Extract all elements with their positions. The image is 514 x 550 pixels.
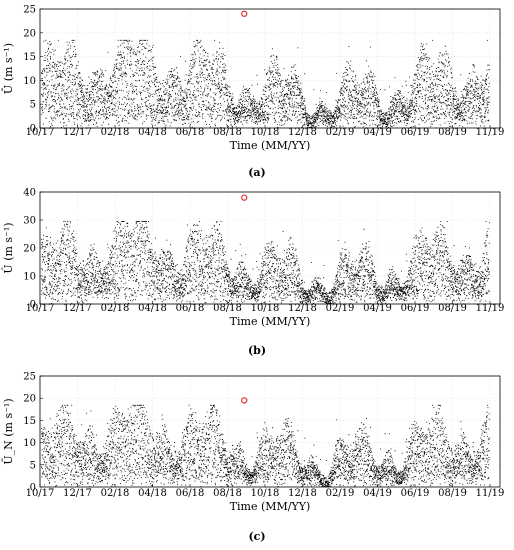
y-tick-label: 5 [30, 460, 36, 471]
x-tick-label: 06/18 [176, 303, 205, 314]
y-tick-label: 10 [23, 76, 36, 87]
panel-label-b: (b) [247, 344, 267, 357]
x-tick-label: 08/19 [438, 488, 467, 499]
y-tick-label: 15 [23, 52, 36, 63]
chart-panel-c: 0 5 10 15 20 25 10/17 12/17 02/18 04/18 06/18 08/18… [2, 372, 505, 514]
x-tick-label: 11/19 [476, 488, 505, 499]
x-tick-label: 04/18 [138, 488, 167, 499]
x-tick-label: 10/18 [251, 488, 280, 499]
x-axis-label: Time (MM/YY) [230, 139, 311, 152]
x-tick-label: 10/17 [26, 127, 55, 138]
y-tick-label: 0 [30, 483, 36, 494]
plot-frame [39, 375, 501, 488]
x-tick-label: 02/19 [326, 303, 355, 314]
x-tick-label: 06/18 [176, 127, 205, 138]
y-tick-label: 5 [30, 100, 36, 111]
x-tick-label: 08/19 [438, 127, 467, 138]
x-tick-label: 11/19 [476, 127, 505, 138]
y-tick-label: 25 [23, 372, 36, 383]
x-tick-label: 04/19 [363, 127, 392, 138]
x-tick-label: 02/18 [101, 127, 130, 138]
x-tick-label: 06/19 [401, 127, 430, 138]
data-points [41, 39, 490, 128]
y-tick-label: 20 [23, 244, 36, 255]
y-tick-label: 20 [23, 394, 36, 405]
y-tick-label: 10 [23, 438, 36, 449]
x-tick-label: 12/18 [288, 488, 317, 499]
y-tick-label: 0 [30, 124, 36, 135]
y-tick-label: 10 [23, 272, 36, 283]
max-value-marker [241, 397, 248, 404]
y-tick-label: 25 [23, 5, 36, 16]
y-tick-label: 0 [30, 300, 36, 311]
x-tick-label: 02/19 [326, 488, 355, 499]
panel-label-c: (c) [248, 530, 266, 543]
y-tick-label: 20 [23, 28, 36, 39]
y-tick-label: 40 [23, 188, 36, 199]
x-tick-label: 04/19 [363, 303, 392, 314]
x-tick-label: 08/18 [213, 303, 242, 314]
x-tick-label: 04/19 [363, 488, 392, 499]
x-tick-label: 06/19 [401, 488, 430, 499]
x-tick-label: 11/19 [476, 303, 505, 314]
y-tick-label: 15 [23, 416, 36, 427]
x-tick-label: 08/18 [213, 488, 242, 499]
x-tick-label: 10/17 [26, 488, 55, 499]
x-tick-label: 08/19 [438, 303, 467, 314]
x-tick-label: 08/18 [213, 127, 242, 138]
panel-label-a: (a) [248, 166, 266, 179]
max-value-marker [241, 194, 248, 201]
y-axis-label: Ū (m s⁻¹) [2, 43, 15, 94]
chart-panel-b: 0 10 20 30 40 10/17 12/17 02/18 04/18 06/18 08/18 1… [1, 188, 505, 329]
y-axis-label: Ū_N (m s⁻¹) [2, 398, 15, 464]
x-axis-label: Time (MM/YY) [230, 500, 311, 513]
x-tick-label: 12/18 [288, 303, 317, 314]
max-value-marker [241, 10, 248, 17]
x-tick-label: 10/18 [251, 303, 280, 314]
x-tick-label: 06/18 [176, 488, 205, 499]
x-tick-label: 12/17 [63, 127, 92, 138]
x-tick-label: 04/18 [138, 303, 167, 314]
x-tick-label: 04/18 [138, 127, 167, 138]
x-tick-label: 02/18 [101, 488, 130, 499]
x-tick-label: 02/18 [101, 303, 130, 314]
data-points [41, 221, 490, 304]
y-tick-label: 30 [23, 216, 36, 227]
y-axis-label: Û (m s⁻¹) [1, 222, 15, 273]
x-tick-label: 12/17 [63, 488, 92, 499]
plot-frame [39, 191, 501, 305]
x-axis-label: Time (MM/YY) [230, 315, 311, 328]
data-points [41, 404, 490, 487]
chart-panel-a: 0 5 10 15 20 25 10/17 12/17 02/18 04/18 06/18 08/18… [2, 5, 505, 153]
x-tick-label: 10/17 [26, 303, 55, 314]
x-tick-label: 12/18 [288, 127, 317, 138]
x-tick-label: 10/18 [251, 127, 280, 138]
x-tick-label: 02/19 [326, 127, 355, 138]
x-tick-label: 12/17 [63, 303, 92, 314]
plot-frame [39, 8, 501, 129]
x-tick-label: 06/19 [401, 303, 430, 314]
